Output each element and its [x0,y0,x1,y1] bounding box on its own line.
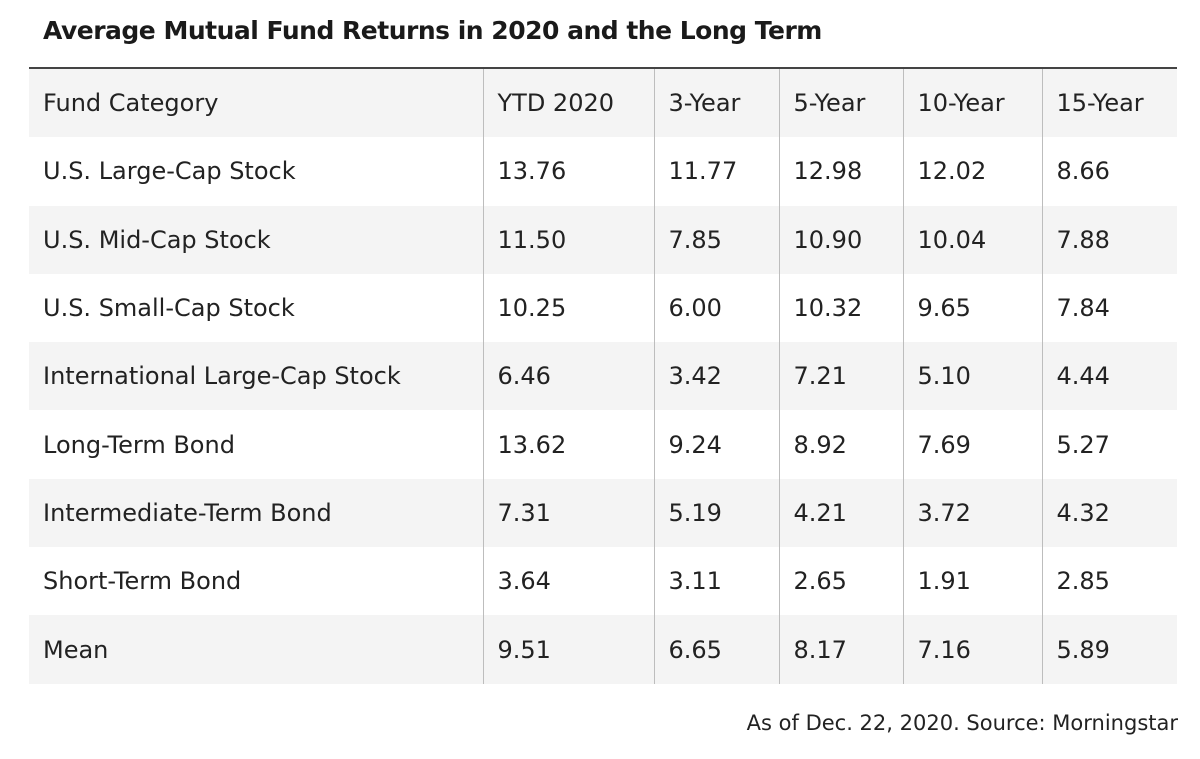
value-cell: 3.72 [902,478,1042,548]
table-row: Intermediate-Term Bond 7.31 5.19 4.21 3.… [29,478,1177,548]
value-cell: 13.62 [482,410,654,479]
value-cell: 5.10 [902,342,1042,411]
value-cell: 10.04 [902,205,1042,274]
value-cell: 6.65 [653,615,779,684]
title-divider [29,67,1177,69]
category-cell: U.S. Small-Cap Stock [43,294,295,323]
table-row: International Large-Cap Stock 6.46 3.42 … [29,342,1177,411]
value-cell: 11.50 [482,205,654,274]
value-cell: 3.42 [653,342,779,411]
value-cell: 7.88 [1041,205,1177,274]
value-cell: 9.51 [482,615,654,684]
category-cell: Mean [29,615,483,684]
value-cell: 11.77 [653,137,779,206]
value-cell: 3.11 [653,547,779,616]
table-row: U.S. Small-Cap Stock 10.25 6.00 10.32 9.… [29,273,1177,343]
value-cell: 7.21 [778,342,903,411]
value-cell: 13.76 [482,137,654,206]
value-cell: 10.32 [778,273,903,343]
value-cell: 9.24 [653,410,779,479]
value-cell: 9.65 [902,273,1042,343]
column-header: YTD 2020 [482,69,654,138]
value-cell: 6.46 [482,342,654,411]
value-cell: 3.64 [482,547,654,616]
value-cell: 7.69 [902,410,1042,479]
column-header: 3-Year [653,69,779,138]
category-cell: Long-Term Bond [43,430,235,459]
value-cell: 5.27 [1041,410,1177,479]
value-cell: 7.85 [653,205,779,274]
value-cell: 8.92 [778,410,903,479]
source-note: As of Dec. 22, 2020. Source: Morningstar [746,711,1178,735]
value-cell: 7.31 [482,478,654,548]
value-cell: 8.17 [778,615,903,684]
value-cell: 8.66 [1041,137,1177,206]
value-cell: 2.65 [778,547,903,616]
value-cell: 7.84 [1041,273,1177,343]
table-row: U.S. Large-Cap Stock 13.76 11.77 12.98 1… [29,137,1177,206]
header-row: Fund Category YTD 2020 3-Year 5-Year 10-… [29,69,1177,138]
category-cell: International Large-Cap Stock [29,342,483,411]
category-cell: Short-Term Bond [43,567,242,596]
table-row: U.S. Mid-Cap Stock 11.50 7.85 10.90 10.0… [29,205,1177,274]
returns-table: Fund Category YTD 2020 3-Year 5-Year 10-… [29,69,1177,684]
value-cell: 5.19 [653,478,779,548]
table-title: Average Mutual Fund Returns in 2020 and … [43,16,822,45]
value-cell: 10.90 [778,205,903,274]
table-row: Short-Term Bond 3.64 3.11 2.65 1.91 2.85 [29,547,1177,616]
value-cell: 1.91 [902,547,1042,616]
value-cell: 12.98 [778,137,903,206]
category-cell: U.S. Large-Cap Stock [43,157,296,186]
value-cell: 4.32 [1041,478,1177,548]
value-cell: 2.85 [1041,547,1177,616]
value-cell: 6.00 [653,273,779,343]
column-header: 5-Year [778,69,903,138]
column-header: Fund Category [29,69,483,138]
value-cell: 4.21 [778,478,903,548]
column-header: 10-Year [902,69,1042,138]
value-cell: 12.02 [902,137,1042,206]
value-cell: 5.89 [1041,615,1177,684]
value-cell: 10.25 [482,273,654,343]
table-row-mean: Mean 9.51 6.65 8.17 7.16 5.89 [29,615,1177,684]
value-cell: 4.44 [1041,342,1177,411]
column-header: 15-Year [1041,69,1177,138]
category-cell: Intermediate-Term Bond [29,478,483,548]
category-cell: U.S. Mid-Cap Stock [29,205,483,274]
table-row: Long-Term Bond 13.62 9.24 8.92 7.69 5.27 [29,410,1177,479]
value-cell: 7.16 [902,615,1042,684]
